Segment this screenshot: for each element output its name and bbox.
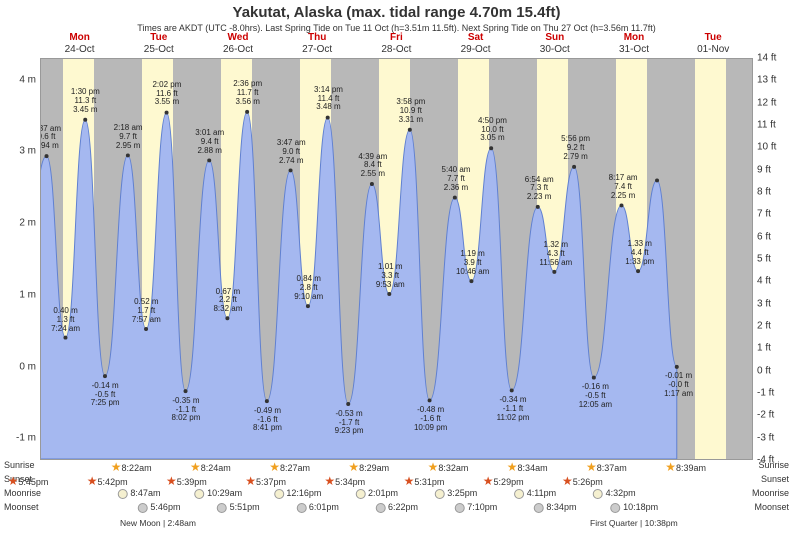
footer-row-sunset: SunsetSunset★5:45pm★5:42pm★5:39pm★5:37pm… [0,474,793,488]
tide-label: 1:37 am9.6 ft2.94 m [40,125,61,151]
tide-label: 1:30 pm11.3 ft3.45 m [71,88,100,114]
tide-label: 0.52 m1.7 ft7:57 am [132,298,161,324]
tide-label: -0.01 m-0.0 ft1:17 am [664,372,693,398]
footer-row-moonset: MoonsetMoonset 5:46pm 5:51pm 6:01pm 6:22… [0,502,793,516]
tide-label: 4:39 am8.4 ft2.55 m [358,153,387,179]
y-axis-left: -1 m0 m1 m2 m3 m4 m [0,58,40,460]
tide-label: -0.34 m-1.1 ft11:02 pm [497,396,530,422]
chart-footer: SunriseSunrise★8:22am★8:24am★8:27am★8:29… [0,460,793,539]
date-header: Thu27-Oct [278,32,357,58]
moon-phase: New Moon | 2:48am [120,518,196,528]
tide-label: 0.40 m1.3 ft7:24 am [51,307,80,333]
date-header: Wed26-Oct [198,32,277,58]
tide-label: -0.14 m-0.5 ft7:25 pm [91,382,120,408]
tide-chart: Yakutat, Alaska (max. tidal range 4.70m … [0,0,793,539]
date-header: Sat29-Oct [436,32,515,58]
date-header: Tue01-Nov [674,32,753,58]
date-header: Mon24-Oct [40,32,119,58]
tide-label: 2:36 pm11.7 ft3.56 m [233,80,262,106]
tide-label: 3:14 pm11.4 ft3.48 m [314,86,343,112]
tide-label: 3:47 am9.0 ft2.74 m [277,139,306,165]
tide-label: 4:50 pm10.0 ft3.05 m [478,117,507,143]
date-header: Mon31-Oct [594,32,673,58]
tide-label: -0.49 m-1.6 ft8:41 pm [253,407,282,433]
tide-label: 0.67 m2.2 ft8:32 am [213,288,242,314]
chart-title: Yakutat, Alaska (max. tidal range 4.70m … [0,0,793,21]
tide-label: 3:01 am9.4 ft2.88 m [195,129,224,155]
tide-label: 1.01 m3.3 ft9:53 am [376,263,405,289]
tide-label: -0.35 m-1.1 ft8:02 pm [171,397,200,423]
tide-label: 5:40 am7.7 ft2.36 m [442,166,471,192]
date-header: Fri28-Oct [357,32,436,58]
tide-label: 3:58 pm10.9 ft3.31 m [396,98,425,124]
tide-label: 6:54 am7.3 ft2.23 m [525,176,554,202]
tide-label: -0.53 m-1.7 ft9:23 pm [335,410,364,436]
tide-label: -0.48 m-1.6 ft10:09 pm [414,406,447,432]
tide-label: 2:02 pm11.6 ft3.55 m [152,81,181,107]
date-header: Tue25-Oct [119,32,198,58]
y-axis-right: -4 ft-3 ft-2 ft-1 ft0 ft1 ft2 ft3 ft4 ft… [753,58,793,460]
footer-row-sunrise: SunriseSunrise★8:22am★8:24am★8:27am★8:29… [0,460,793,474]
tide-label: 2:18 am9.7 ft2.95 m [114,124,143,150]
plot-area: 1:37 am9.6 ft2.94 m 0.40 m1.3 ft7:24 am 1:… [40,58,753,460]
tide-label: 1.19 m3.9 ft10:46 am [456,250,489,276]
tide-label: -0.16 m-0.5 ft12:05 am [579,383,612,409]
tide-label: 1.33 m4.4 ft1:33 pm [625,240,654,266]
tide-label: 0.84 m2.8 ft9:10 am [294,275,323,301]
tide-label: 5:56 pm9.2 ft2.79 m [561,135,590,161]
footer-row-moonrise: MoonriseMoonrise 8:47am 10:29am 12:16pm … [0,488,793,502]
tide-label: 8:17 am7.4 ft2.25 m [609,174,638,200]
tide-label: 1.32 m4.3 ft11:56 am [539,241,572,267]
moon-phase: First Quarter | 10:38pm [590,518,678,528]
date-header: Sun30-Oct [515,32,594,58]
